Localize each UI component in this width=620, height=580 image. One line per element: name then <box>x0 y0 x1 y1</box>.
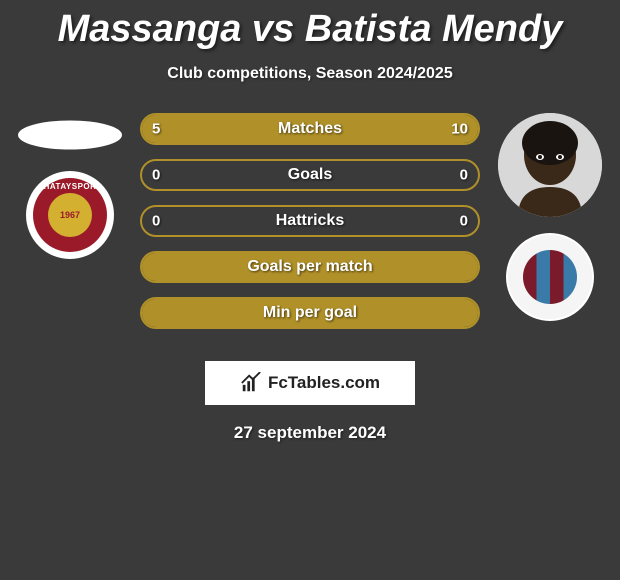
stat-right-value: 10 <box>451 121 468 138</box>
left-club-logo: HATAYSPOR 1967 <box>26 171 114 259</box>
left-player-photo <box>18 120 122 149</box>
stat-right-value: 0 <box>460 213 468 230</box>
stat-right-value: 0 <box>460 167 468 184</box>
stat-row-hattricks: 0 0Hattricks <box>140 205 480 237</box>
left-player-column: HATAYSPOR 1967 <box>8 113 132 259</box>
stat-left-value: 0 <box>152 167 160 184</box>
stat-row-min-per-goal: Min per goal <box>140 297 480 329</box>
branding-box[interactable]: FcTables.com <box>205 361 415 405</box>
branding-text: FcTables.com <box>268 373 380 393</box>
bar-fill <box>142 299 478 327</box>
stat-row-goals: 0 0Goals <box>140 159 480 191</box>
bar-fill-right <box>253 115 478 143</box>
left-club-name: HATAYSPOR <box>33 182 107 191</box>
page-title: Massanga vs Batista Mendy <box>0 0 620 51</box>
stat-left-value: 0 <box>152 213 160 230</box>
right-club-logo: ★ <box>506 233 594 321</box>
stat-row-goals-per-match: Goals per match <box>140 251 480 283</box>
subtitle: Club competitions, Season 2024/2025 <box>0 65 620 83</box>
chart-icon <box>240 372 262 394</box>
stat-bars: 510Matches00Goals00HattricksGoals per ma… <box>140 113 480 343</box>
stat-row-matches: 510Matches <box>140 113 480 145</box>
right-player-photo <box>498 113 602 217</box>
player-avatar-icon <box>498 113 602 217</box>
bar-fill <box>142 253 478 281</box>
comparison-area: HATAYSPOR 1967 ★ 510M <box>0 113 620 353</box>
star-icon: ★ <box>564 233 576 235</box>
right-player-column: ★ <box>488 113 612 321</box>
stat-label: Goals <box>142 166 478 184</box>
stat-label: Hattricks <box>142 212 478 230</box>
stat-left-value: 5 <box>152 121 160 138</box>
date-text: 27 september 2024 <box>0 423 620 443</box>
